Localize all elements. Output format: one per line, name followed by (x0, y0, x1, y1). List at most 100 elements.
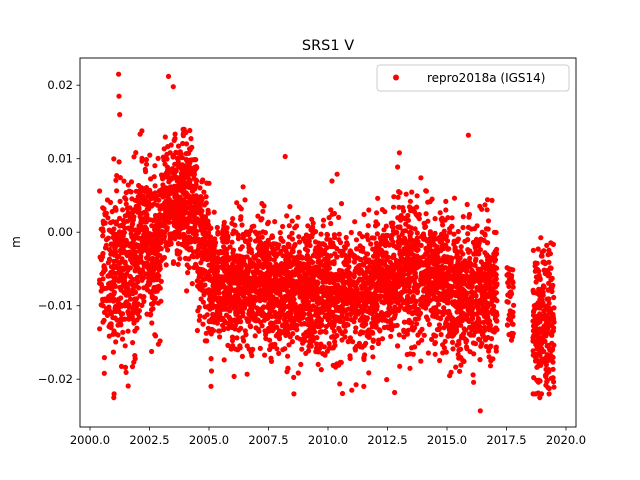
data-point (443, 349, 449, 355)
data-point (189, 228, 195, 234)
data-point (151, 276, 157, 283)
data-point (447, 373, 453, 379)
data-point (412, 298, 418, 304)
data-point (414, 262, 420, 268)
data-point (141, 298, 147, 304)
data-point (464, 303, 471, 309)
data-point (183, 156, 189, 163)
data-point (400, 250, 406, 256)
data-point (108, 292, 114, 298)
data-point (297, 294, 303, 300)
data-point (262, 296, 268, 302)
data-point (305, 223, 311, 229)
data-point (133, 188, 139, 194)
data-point (412, 316, 418, 322)
data-point (175, 186, 181, 193)
data-point (187, 199, 194, 205)
data-point (189, 204, 195, 210)
data-point (291, 243, 297, 249)
data-point (409, 237, 415, 243)
data-point (260, 208, 266, 214)
data-point (131, 237, 137, 243)
data-point (440, 271, 446, 277)
data-point (486, 348, 492, 354)
data-point (103, 237, 110, 243)
data-point (437, 210, 443, 216)
data-point (129, 256, 135, 262)
data-point (337, 381, 343, 387)
data-point (101, 263, 107, 269)
data-point (165, 247, 171, 253)
data-point (401, 334, 407, 340)
data-point (398, 290, 404, 296)
data-point (285, 312, 291, 318)
data-point (215, 288, 221, 294)
data-point (482, 327, 488, 333)
data-point (224, 237, 231, 243)
data-point (412, 344, 418, 350)
data-point (317, 287, 324, 293)
data-point (259, 234, 265, 240)
data-point (214, 320, 220, 326)
data-point (186, 150, 192, 156)
data-point (427, 236, 433, 242)
data-point (368, 241, 374, 247)
data-point (198, 225, 205, 231)
data-point (346, 281, 352, 287)
data-point (486, 354, 492, 360)
data-point (460, 224, 466, 231)
data-point (146, 256, 152, 262)
data-point (171, 208, 177, 214)
data-point (244, 371, 250, 377)
data-point (194, 254, 200, 260)
data-point (295, 370, 301, 376)
data-point (445, 272, 451, 278)
data-point (221, 357, 227, 363)
data-point (318, 317, 324, 323)
data-point (331, 278, 337, 284)
data-point (489, 197, 495, 203)
data-point (423, 211, 429, 217)
data-point (152, 212, 159, 219)
data-point (160, 256, 166, 262)
data-point (387, 271, 393, 277)
data-point (166, 242, 172, 248)
data-point (419, 326, 425, 332)
data-point (151, 234, 157, 240)
data-point (260, 229, 266, 235)
data-point (425, 301, 431, 307)
data-point (230, 302, 236, 308)
data-point (480, 261, 486, 267)
data-point (446, 246, 452, 252)
data-point (227, 244, 233, 250)
data-point (361, 284, 367, 290)
data-point (443, 207, 449, 213)
data-point (336, 275, 342, 281)
data-point (177, 198, 183, 204)
data-point (221, 283, 227, 289)
data-point (451, 267, 457, 273)
data-point (488, 343, 494, 349)
data-point (233, 346, 239, 352)
data-point (425, 199, 431, 205)
data-point (462, 258, 468, 264)
data-point (143, 211, 150, 217)
data-point (362, 271, 368, 278)
data-point (389, 327, 395, 333)
data-point (317, 329, 323, 335)
data-point (255, 269, 261, 276)
chart-title: SRS1 V (302, 38, 354, 54)
data-point (322, 290, 328, 297)
data-point (207, 268, 214, 274)
data-point (174, 155, 180, 162)
data-point (453, 304, 459, 310)
data-point (334, 292, 340, 298)
data-point (137, 227, 143, 233)
data-point (345, 255, 351, 261)
data-point (325, 302, 332, 308)
data-point (337, 318, 343, 324)
data-point (352, 329, 358, 335)
data-point (249, 224, 255, 230)
data-point (317, 321, 323, 327)
data-point (345, 267, 351, 273)
